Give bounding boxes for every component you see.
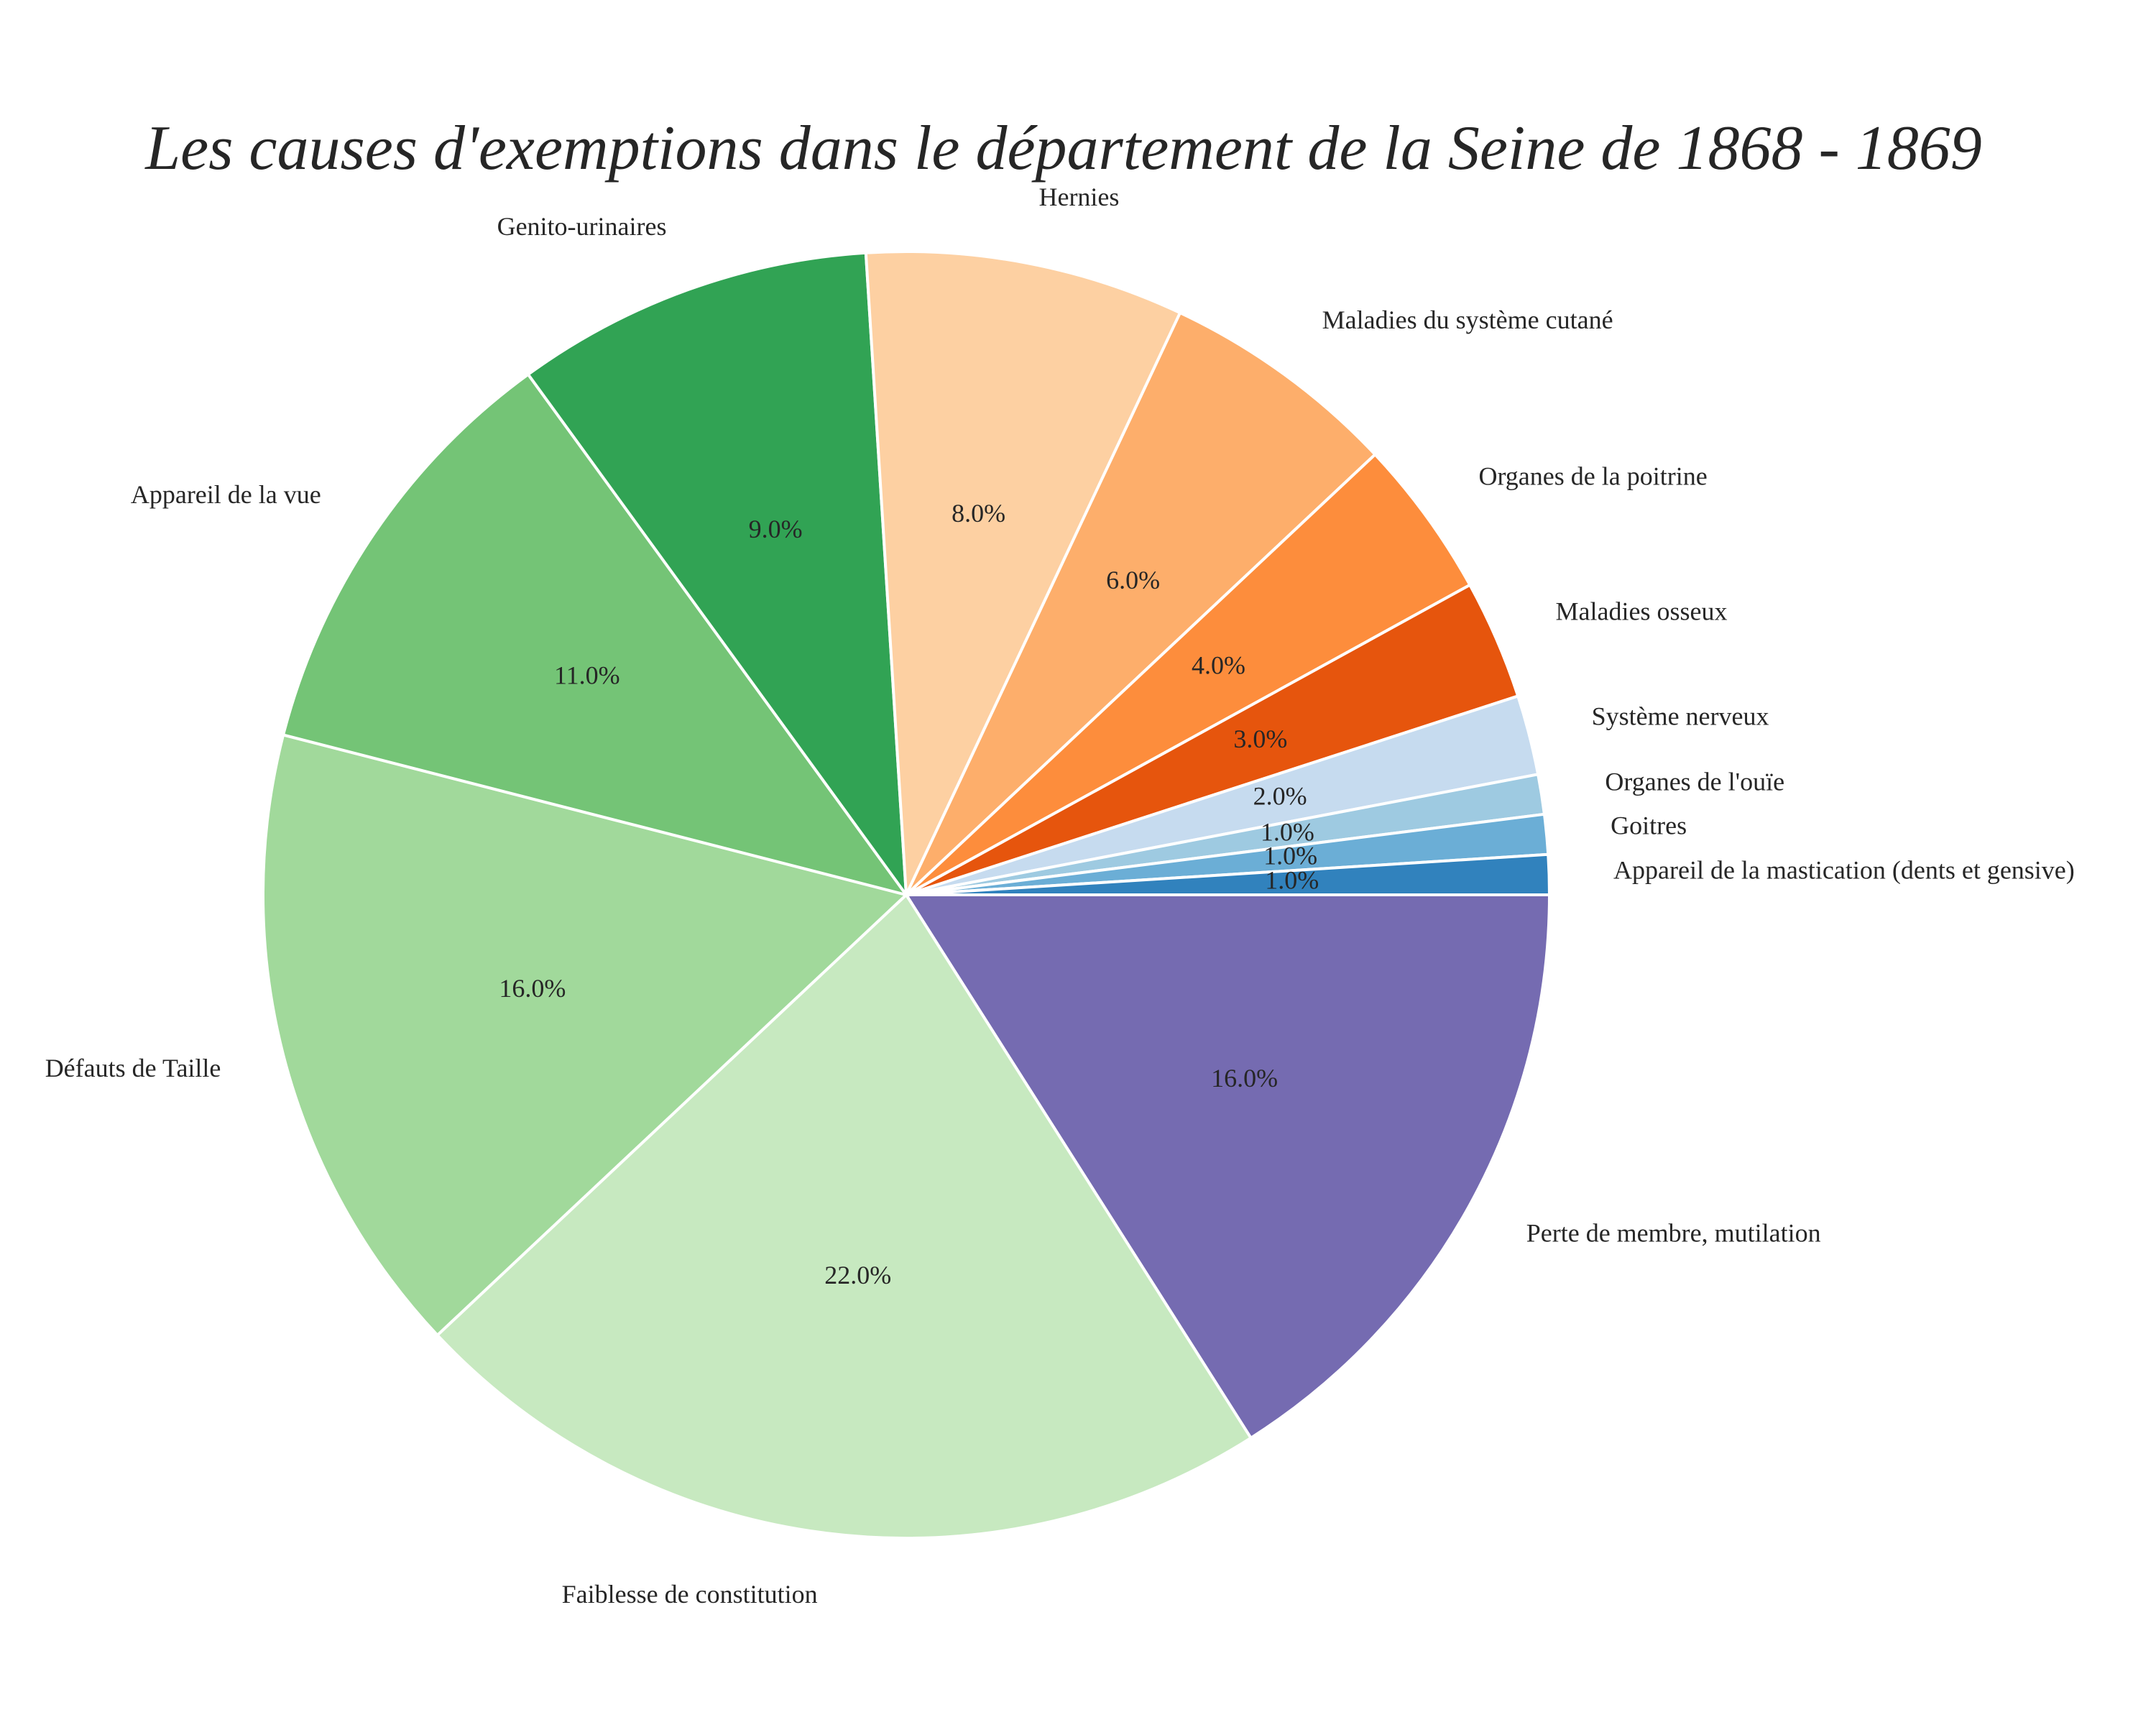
slice-label-appareil-de-la-vue: Appareil de la vue (131, 480, 321, 509)
slice-label-hernies: Hernies (1038, 183, 1119, 211)
pie-slice-organes-de-la-poitrine (905, 452, 1473, 896)
slice-percentage-hernies: 8.0% (952, 499, 1005, 528)
slice-label-appareil-de-la-mastication-dents-et-gensive: Appareil de la mastication (dents et gen… (1613, 855, 2075, 884)
slice-percentage-goitres: 1.0% (1263, 842, 1317, 870)
slice-label-goitres: Goitres (1611, 811, 1687, 840)
slice-percentage-appareil-de-la-vue: 11.0% (554, 661, 620, 689)
chart-title: Les causes d'exemptions dans le départem… (144, 114, 1982, 183)
pie-slice-appareil-de-la-mastication-dents-et-gensive (906, 852, 1552, 896)
slice-label-organes-de-l-ouie: Organes de l'ouïe (1605, 767, 1784, 796)
slice-percentage-maladies-osseux: 3.0% (1233, 724, 1287, 753)
slice-percentage-maladies-du-systeme-cutane: 6.0% (1106, 566, 1160, 594)
slice-label-faiblesse-de-constitution: Faiblesse de constitution (562, 1580, 818, 1609)
slice-label-maladies-osseux: Maladies osseux (1556, 597, 1728, 625)
pie-slice-appareil-de-la-vue (281, 372, 910, 898)
slice-percentage-organes-de-la-poitrine: 4.0% (1192, 651, 1245, 680)
slice-percentage-faiblesse-de-constitution: 22.0% (824, 1261, 891, 1289)
slice-percentage-genito-urinaires: 9.0% (749, 515, 803, 543)
slice-percentage-organes-de-l-ouie: 1.0% (1261, 817, 1314, 846)
slice-label-perte-de-membre-mutilation: Perte de membre, mutilation (1526, 1219, 1821, 1248)
pie-slice-perte-de-membre-mutilation (903, 893, 1552, 1440)
slice-percentage-appareil-de-la-mastication-dents-et-gensive: 1.0% (1265, 865, 1319, 894)
slice-label-maladies-du-systeme-cutane: Maladies du système cutané (1322, 305, 1613, 334)
pie-slice-genito-urinaires (526, 251, 908, 900)
slice-percentage-defauts-de-taille: 16.0% (499, 974, 566, 1003)
category-labels: Perte de membre, mutilation Faiblesse de … (45, 183, 2075, 1609)
slice-label-systeme-nerveux: Système nerveux (1592, 702, 1769, 730)
pie-slice-maladies-du-systeme-cutane (905, 310, 1378, 896)
slice-label-organes-de-la-poitrine: Organes de la poitrine (1478, 462, 1707, 491)
percentage-labels: 16.0% 22.0% 16.0% 11.0% 9.0% 8.0% 6.0% 4.0% 3.0%… (499, 499, 1319, 1289)
pie-slice-hernies (864, 250, 1182, 896)
slice-label-defauts-de-taille: Défauts de Taille (45, 1054, 221, 1082)
pie-slice-faiblesse-de-constitution (435, 892, 1253, 1540)
slice-percentage-systeme-nerveux: 2.0% (1253, 782, 1307, 811)
slice-label-genito-urinaires: Genito-urinaires (497, 212, 667, 241)
pie-slices (262, 250, 1552, 1540)
pie-slice-defauts-de-taille (262, 732, 910, 1338)
slice-percentage-perte-de-membre-mutilation: 16.0% (1211, 1064, 1278, 1092)
